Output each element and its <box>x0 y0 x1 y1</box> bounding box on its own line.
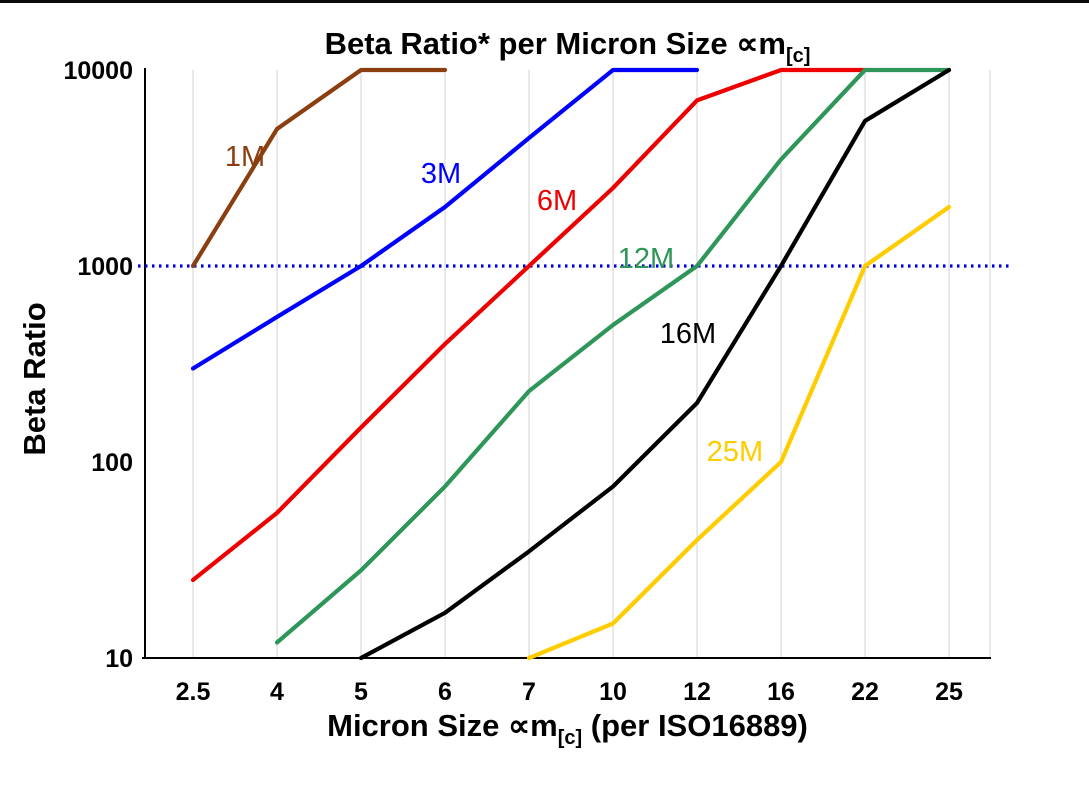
series-line-25m <box>526 204 952 661</box>
y-tick-label: 10000 <box>63 57 133 85</box>
x-tick-label: 12 <box>683 678 711 706</box>
series-line-12m <box>274 67 952 645</box>
series-line-16m <box>358 67 952 661</box>
series-line-6m <box>190 67 868 583</box>
x-axis-title-suffix: (per ISO16889) <box>582 708 808 743</box>
series-label-12m: 12M <box>618 243 674 275</box>
x-tick-label: 16 <box>767 678 795 706</box>
x-tick-label: 6 <box>438 678 452 706</box>
x-tick-label: 25 <box>935 678 963 706</box>
series-label-25m: 25M <box>707 436 763 468</box>
image-border-top <box>0 0 1089 3</box>
x-tick-label: 5 <box>354 678 368 706</box>
y-tick-label: 1000 <box>77 253 133 281</box>
series-line-1m <box>190 67 448 269</box>
series-label-3m: 3M <box>421 158 461 190</box>
x-axis-title-text: Micron Size ∝m <box>327 708 558 743</box>
y-axis-title: Beta Ratio <box>17 302 52 456</box>
chart-title-subscript: [c] <box>785 45 811 67</box>
x-tick-label: 22 <box>851 678 879 706</box>
x-tick-label: 7 <box>522 678 536 706</box>
y-tick-label: 10 <box>105 645 133 673</box>
x-tick-label: 10 <box>599 678 627 706</box>
x-axis-title-subscript: [c] <box>557 727 583 749</box>
series-label-6m: 6M <box>537 185 577 217</box>
series-label-16m: 16M <box>660 318 716 350</box>
chart-title-text: Beta Ratio* per Micron Size ∝m <box>324 26 786 61</box>
x-tick-label: 2.5 <box>176 678 211 706</box>
series-label-1m: 1M <box>225 141 265 173</box>
x-axis-title: Micron Size ∝m[c] (per ISO16889) <box>145 708 990 750</box>
chart-title: Beta Ratio* per Micron Size ∝m[c] <box>145 26 990 68</box>
series-line-3m <box>190 67 700 371</box>
y-tick-label: 100 <box>91 449 133 477</box>
x-tick-label: 4 <box>270 678 284 706</box>
